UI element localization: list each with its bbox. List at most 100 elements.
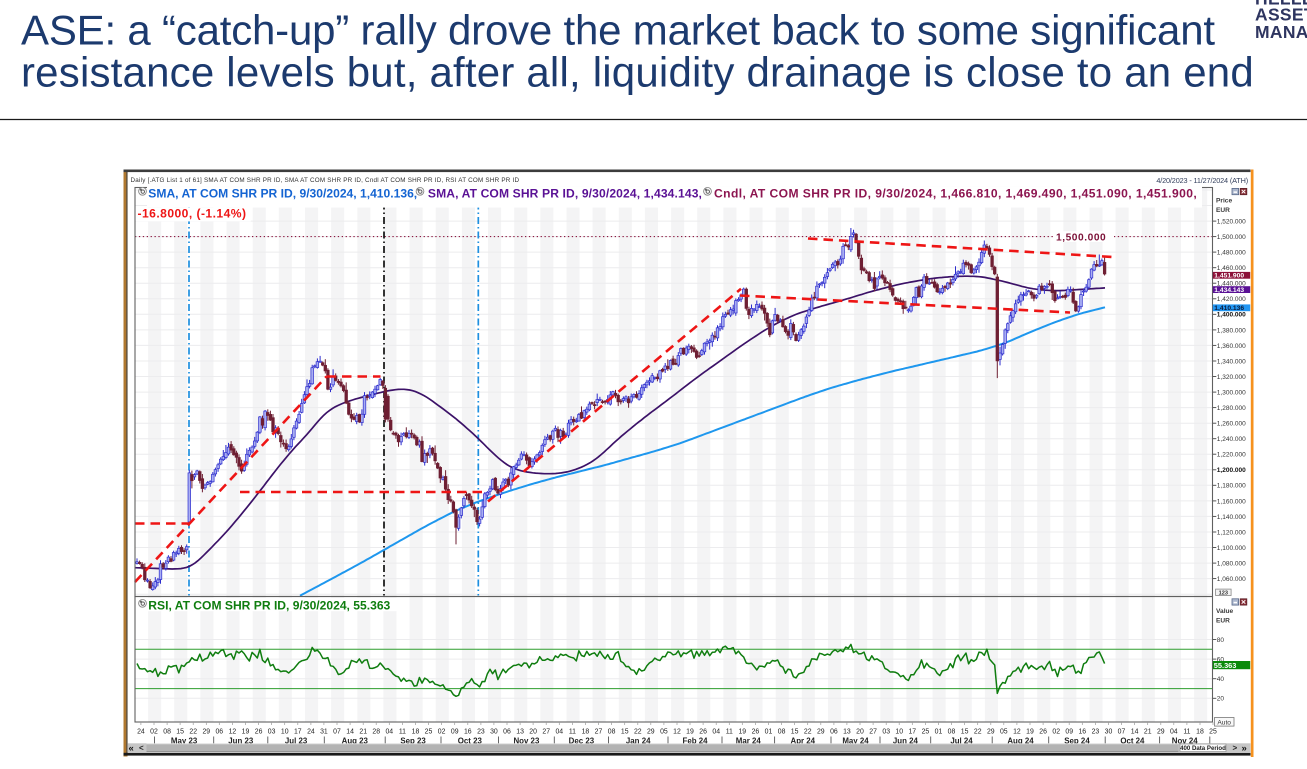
svg-text:400 Data Period: 400 Data Period xyxy=(1180,745,1226,752)
svg-text:ASSET: ASSET xyxy=(1255,5,1307,25)
svg-text:11: 11 xyxy=(569,729,576,736)
svg-text:1,240.000: 1,240.000 xyxy=(1217,436,1246,443)
svg-text:17: 17 xyxy=(294,729,302,736)
svg-text:HELLENIC: HELLENIC xyxy=(1255,0,1307,9)
svg-text:27: 27 xyxy=(869,729,877,736)
svg-text:60: 60 xyxy=(1217,657,1225,664)
svg-text:03: 03 xyxy=(882,729,890,736)
svg-text:Jul 24: Jul 24 xyxy=(950,737,973,746)
svg-text:EUR: EUR xyxy=(1216,618,1230,625)
svg-text:1,460.000: 1,460.000 xyxy=(1217,265,1246,272)
svg-text:29: 29 xyxy=(647,729,655,736)
svg-text:»: » xyxy=(1242,743,1247,754)
svg-text:Sep 23: Sep 23 xyxy=(400,737,426,746)
svg-text:26: 26 xyxy=(1039,729,1047,736)
svg-text:1,451.900: 1,451.900 xyxy=(1214,273,1244,280)
svg-text:1,300.000: 1,300.000 xyxy=(1217,390,1246,397)
svg-text:22: 22 xyxy=(974,729,982,736)
svg-text:08: 08 xyxy=(163,729,171,736)
svg-text:12: 12 xyxy=(1013,729,1021,736)
svg-text:05: 05 xyxy=(660,729,668,736)
svg-text:03: 03 xyxy=(268,729,276,736)
svg-text:23: 23 xyxy=(477,729,485,736)
svg-text:15: 15 xyxy=(791,729,799,736)
svg-text:1,410.136: 1,410.136 xyxy=(1214,305,1244,312)
svg-text:22: 22 xyxy=(804,729,812,736)
svg-text:06: 06 xyxy=(830,729,838,736)
svg-text:1,160.000: 1,160.000 xyxy=(1217,498,1246,505)
svg-text:Mar 24: Mar 24 xyxy=(736,737,762,746)
svg-text:07: 07 xyxy=(1118,729,1126,736)
svg-text:02: 02 xyxy=(1052,729,1060,736)
svg-text:12: 12 xyxy=(673,729,681,736)
svg-text:Auto: Auto xyxy=(1217,719,1231,726)
svg-text:1,100.000: 1,100.000 xyxy=(1217,545,1246,552)
svg-text:15: 15 xyxy=(621,729,629,736)
svg-text:Apr 24: Apr 24 xyxy=(791,737,816,746)
svg-text:02: 02 xyxy=(150,729,158,736)
svg-text:08: 08 xyxy=(778,729,786,736)
svg-text:18: 18 xyxy=(1196,729,1204,736)
svg-text:123: 123 xyxy=(1219,590,1228,596)
svg-text:08: 08 xyxy=(608,729,616,736)
svg-text:1,400.000: 1,400.000 xyxy=(1217,312,1246,319)
svg-text:Feb 24: Feb 24 xyxy=(683,737,709,746)
svg-text:22: 22 xyxy=(189,729,197,736)
svg-text:1,420.000: 1,420.000 xyxy=(1217,296,1246,303)
svg-text:Jul 23: Jul 23 xyxy=(285,737,308,746)
svg-text:26: 26 xyxy=(699,729,707,736)
svg-text:18: 18 xyxy=(582,729,590,736)
svg-text:19: 19 xyxy=(1026,729,1034,736)
svg-text:01: 01 xyxy=(765,729,773,736)
svg-text:20: 20 xyxy=(529,729,537,736)
svg-text:30: 30 xyxy=(1105,729,1113,736)
svg-text:26: 26 xyxy=(752,729,760,736)
svg-text:17: 17 xyxy=(908,729,916,736)
svg-text:1,260.000: 1,260.000 xyxy=(1217,421,1246,428)
svg-text:1,200.000: 1,200.000 xyxy=(1217,467,1246,474)
svg-text:16: 16 xyxy=(1078,729,1086,736)
svg-text:«: « xyxy=(129,743,134,754)
svg-text:12: 12 xyxy=(229,729,237,736)
svg-text:1,060.000: 1,060.000 xyxy=(1217,576,1246,583)
svg-text:25: 25 xyxy=(1209,729,1217,736)
svg-text:14: 14 xyxy=(1131,729,1139,736)
svg-text:08: 08 xyxy=(948,729,956,736)
svg-text:23: 23 xyxy=(1092,729,1100,736)
svg-text:19: 19 xyxy=(686,729,694,736)
svg-text:1,500.000: 1,500.000 xyxy=(1217,234,1246,241)
svg-text:Value: Value xyxy=(1216,608,1234,615)
svg-text:EUR: EUR xyxy=(1216,207,1230,214)
svg-text:Cndl, AT COM SHR PR ID, 9/30/2: Cndl, AT COM SHR PR ID, 9/30/2024, 1,466… xyxy=(714,186,1197,200)
svg-text:1,340.000: 1,340.000 xyxy=(1217,358,1246,365)
svg-text:4/20/2023 - 11/27/2024 (ATH): 4/20/2023 - 11/27/2024 (ATH) xyxy=(1156,176,1248,185)
svg-text:21: 21 xyxy=(1144,729,1152,736)
svg-text:1,360.000: 1,360.000 xyxy=(1217,343,1246,350)
svg-text:04: 04 xyxy=(1170,729,1178,736)
svg-text:1,520.000: 1,520.000 xyxy=(1217,219,1246,226)
svg-text:30: 30 xyxy=(490,729,498,736)
svg-text:18: 18 xyxy=(412,729,420,736)
svg-text:29: 29 xyxy=(202,729,210,736)
svg-text:15: 15 xyxy=(961,729,969,736)
svg-text:80: 80 xyxy=(1217,637,1225,644)
svg-text:<: < xyxy=(139,744,144,753)
svg-text:09: 09 xyxy=(1065,729,1073,736)
svg-text:04: 04 xyxy=(555,729,563,736)
svg-text:28: 28 xyxy=(372,729,380,736)
svg-text:02: 02 xyxy=(438,729,446,736)
svg-text:1,434.143: 1,434.143 xyxy=(1214,287,1244,294)
svg-text:25: 25 xyxy=(922,729,930,736)
svg-text:01: 01 xyxy=(935,729,943,736)
svg-text:25: 25 xyxy=(425,729,433,736)
svg-text:10: 10 xyxy=(281,729,289,736)
svg-text:07: 07 xyxy=(333,729,341,736)
svg-text:16: 16 xyxy=(464,729,472,736)
svg-text:Sep 24: Sep 24 xyxy=(1064,737,1090,746)
svg-text:Jun 24: Jun 24 xyxy=(893,737,919,746)
svg-text:1,180.000: 1,180.000 xyxy=(1217,483,1246,490)
svg-text:1,120.000: 1,120.000 xyxy=(1217,529,1246,536)
svg-text:11: 11 xyxy=(726,729,733,736)
svg-text:14: 14 xyxy=(346,729,354,736)
svg-text:Jun 23: Jun 23 xyxy=(228,737,254,746)
